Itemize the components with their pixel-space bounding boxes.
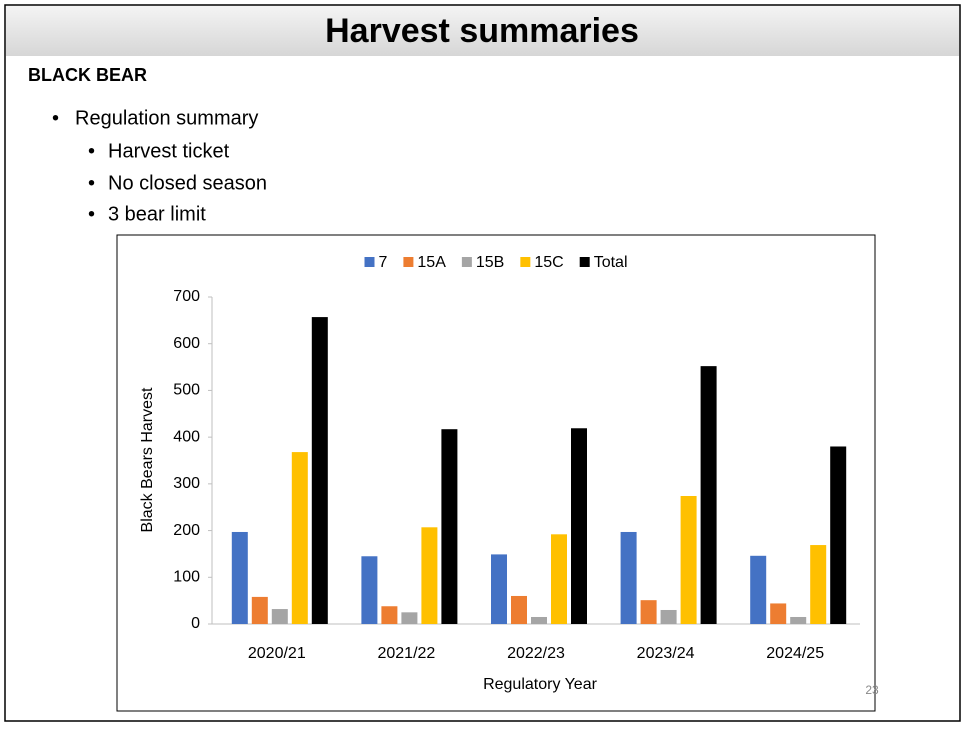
bar (381, 606, 398, 624)
legend-label: 15A (417, 254, 446, 271)
sub-bullet: 3 bear limit (108, 203, 206, 225)
bar (660, 609, 677, 624)
bar (640, 600, 657, 624)
slide-title: Harvest summaries (325, 12, 639, 50)
bar (421, 527, 438, 624)
legend-swatch (461, 257, 472, 267)
y-tick-label: 700 (173, 288, 200, 305)
bullet-dot: • (88, 140, 95, 162)
bar (790, 616, 807, 624)
y-tick-label: 100 (173, 569, 200, 586)
bar (680, 496, 697, 624)
bar (700, 366, 717, 624)
x-tick-label: 2023/24 (637, 645, 695, 662)
bar (830, 446, 847, 624)
bar (571, 428, 587, 624)
bar (291, 452, 308, 624)
bar (401, 612, 418, 624)
y-tick-label: 0 (191, 615, 200, 632)
sub-bullet: No closed season (108, 172, 267, 194)
bar (491, 554, 507, 624)
bullet: Regulation summary (75, 107, 258, 129)
bar (810, 545, 827, 624)
bullet-dot: • (88, 203, 95, 225)
legend-label: Total (594, 254, 628, 271)
bar (511, 595, 527, 624)
sub-bullet: Harvest ticket (108, 140, 230, 162)
y-tick-label: 200 (173, 522, 200, 539)
y-tick-label: 300 (173, 475, 200, 492)
bar (551, 534, 567, 624)
bar (311, 317, 328, 624)
y-tick-label: 500 (173, 382, 200, 399)
y-tick-label: 400 (173, 428, 200, 445)
bar (251, 596, 268, 624)
bar (271, 609, 288, 624)
bar (620, 531, 637, 624)
bullet-dot: • (52, 107, 59, 129)
y-axis-title: Black Bears Harvest (139, 387, 156, 532)
x-axis-title: Regulatory Year (483, 676, 598, 693)
legend-swatch (364, 257, 375, 267)
bar (770, 603, 787, 624)
chart-frame (116, 234, 876, 712)
bar (531, 616, 547, 624)
legend-label: 15C (534, 254, 563, 271)
bar (441, 429, 458, 624)
legend-swatch (579, 257, 590, 267)
x-tick-label: 2021/22 (377, 645, 435, 662)
legend-swatch (520, 257, 531, 267)
legend-label: 15B (476, 254, 504, 271)
x-tick-label: 2024/25 (766, 645, 824, 662)
title-band (6, 6, 959, 56)
bar (750, 555, 767, 624)
heading: BLACK BEAR (28, 65, 147, 85)
legend-swatch (403, 257, 414, 267)
x-tick-label: 2020/21 (248, 645, 306, 662)
bar (361, 556, 378, 624)
bullet-dot: • (88, 172, 95, 194)
x-tick-label: 2022/23 (507, 645, 565, 662)
legend-label: 7 (379, 254, 388, 271)
y-tick-label: 600 (173, 335, 200, 352)
chart: Regulatory Year Black Bears Harvest 0 100… (139, 254, 860, 693)
page-number: 23 (865, 683, 879, 697)
bar (231, 531, 248, 624)
